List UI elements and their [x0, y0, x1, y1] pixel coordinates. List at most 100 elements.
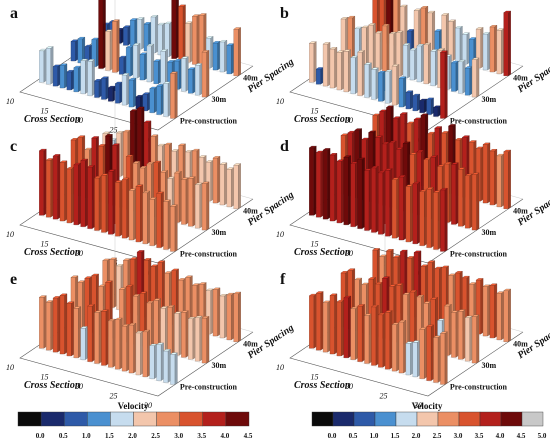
x-tick-label: 15	[41, 240, 49, 249]
bar	[315, 291, 324, 351]
bar	[136, 17, 145, 50]
bar	[398, 320, 407, 374]
bar	[114, 81, 123, 104]
bar	[336, 299, 345, 357]
bar	[201, 50, 210, 98]
bar	[121, 324, 130, 372]
colorbar-tick: 1.5	[391, 432, 400, 440]
bar	[142, 92, 151, 112]
y-tick-label: 40m	[243, 340, 258, 349]
bar	[52, 296, 61, 353]
bar	[171, 0, 179, 59]
bar	[464, 315, 473, 362]
bar	[142, 329, 151, 378]
bar	[73, 306, 82, 359]
bar	[160, 49, 169, 86]
bar	[464, 173, 473, 229]
bars	[308, 105, 512, 252]
bar	[357, 304, 366, 362]
bar	[426, 324, 435, 381]
bar	[364, 313, 372, 364]
x-tick-label: 20	[75, 382, 83, 391]
y-tick-label: 30m	[212, 95, 227, 104]
bars	[308, 248, 512, 385]
bar	[80, 326, 89, 360]
colorbar-tick: 0.0	[328, 432, 337, 440]
bar	[402, 43, 411, 79]
bar	[180, 310, 189, 358]
bar	[187, 67, 196, 94]
bar	[315, 67, 324, 85]
bar	[329, 153, 338, 222]
bar	[153, 298, 162, 351]
bar	[347, 15, 356, 64]
panel-letter: e	[10, 271, 17, 288]
colorbar-tick: 4.5	[244, 432, 253, 440]
panel-letter: c	[10, 138, 17, 155]
bar	[489, 148, 498, 206]
bar	[482, 284, 491, 337]
bar	[142, 190, 151, 245]
bar	[219, 39, 228, 73]
y-tick-label: Pre-construction	[450, 249, 508, 258]
bar	[139, 52, 148, 81]
bar	[212, 41, 221, 71]
bar	[489, 283, 498, 339]
x-tick-label: 15	[41, 107, 49, 116]
panel-letter: f	[280, 271, 286, 288]
bar	[226, 292, 235, 341]
bar	[114, 317, 123, 370]
y-tick-label: 40m	[243, 207, 258, 216]
y-tick-label: Pre-construction	[450, 116, 508, 125]
bar	[156, 342, 165, 381]
bar	[412, 181, 421, 245]
bar	[315, 150, 324, 218]
bar	[194, 182, 203, 229]
bar	[370, 165, 379, 233]
bar	[157, 22, 166, 56]
x-axis-label: Cross Section	[294, 380, 351, 391]
bar	[114, 180, 123, 237]
bar	[503, 149, 512, 210]
bar	[167, 305, 176, 354]
bar	[38, 148, 47, 216]
bar	[423, 42, 432, 85]
bar	[350, 306, 359, 360]
colorbar-tick: 3.5	[197, 432, 206, 440]
colorbar-tick: 2.0	[128, 432, 137, 440]
bar	[461, 32, 470, 65]
bar	[180, 56, 189, 92]
bar	[450, 60, 459, 92]
panel-letter: d	[280, 138, 289, 155]
bar	[450, 162, 459, 225]
colorbar-swatch	[437, 411, 460, 427]
bar	[398, 175, 407, 241]
bar	[135, 184, 144, 243]
colorbar-swatch	[87, 411, 111, 427]
bar	[66, 69, 75, 91]
y-tick-labels: Pre-construction 30m 40m	[180, 207, 258, 259]
bar	[343, 295, 352, 359]
colorbar-swatch	[479, 411, 502, 427]
y-tick-label: Pre-construction	[180, 249, 238, 258]
colorbar-swatch	[17, 411, 42, 427]
x-tick-label: 20	[75, 116, 83, 125]
bar	[212, 287, 221, 337]
bar	[169, 352, 178, 385]
bar	[80, 158, 89, 227]
bar	[66, 301, 75, 357]
bar	[128, 78, 137, 108]
bar	[156, 191, 165, 248]
x-tick-label: 10	[276, 97, 284, 106]
colorbar-tick: 3.0	[454, 432, 463, 440]
bar	[70, 39, 79, 62]
x-axis-label: Cross Section	[24, 247, 81, 258]
bar	[73, 65, 82, 93]
bar	[384, 69, 393, 104]
colorbar-tick: 1.0	[370, 432, 379, 440]
bar	[412, 93, 421, 112]
colorbar-tick: 1.0	[82, 432, 91, 440]
y-tick-label: Pre-construction	[180, 116, 238, 125]
